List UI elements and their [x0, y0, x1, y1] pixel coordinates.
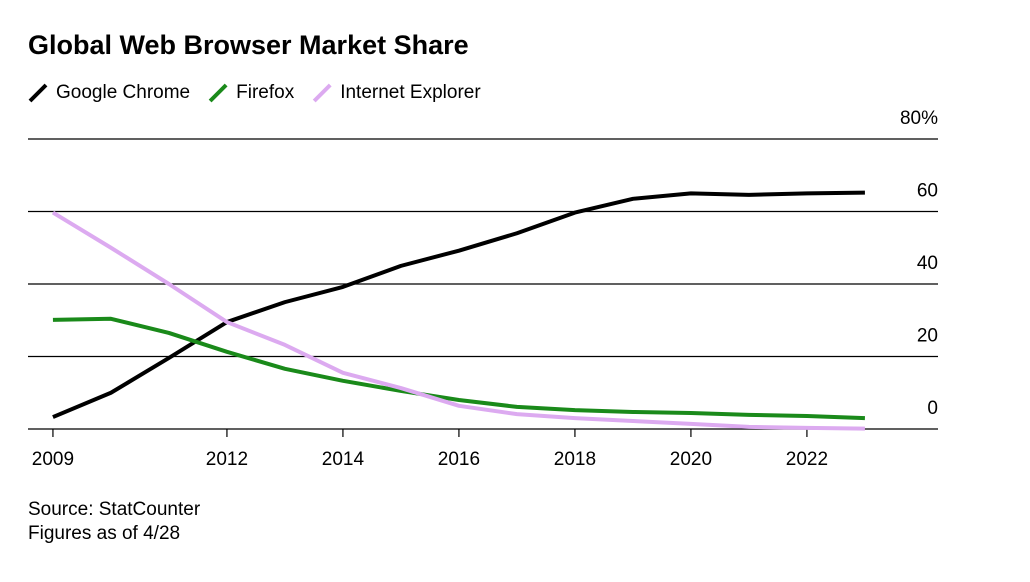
chart-title: Global Web Browser Market Share: [28, 30, 469, 60]
y-tick-label: 0: [927, 398, 938, 419]
legend-label: Firefox: [236, 82, 295, 103]
note: Figures as of 4/28: [28, 523, 180, 544]
series-line: [52, 316, 865, 421]
y-tick-label: 80%: [900, 108, 938, 129]
x-tick-label: 2022: [786, 449, 828, 470]
x-tick-label: 2018: [554, 449, 596, 470]
series-line: [51, 210, 865, 431]
legend-label: Internet Explorer: [340, 82, 481, 103]
legend-label: Google Chrome: [56, 82, 190, 103]
source: Source: StatCounter: [28, 499, 201, 520]
x-tick-label: 2014: [322, 449, 365, 470]
y-tick-label: 40: [917, 253, 938, 274]
y-tick-label: 60: [917, 181, 938, 202]
y-tick-label: 20: [917, 326, 938, 347]
series-line: [52, 190, 865, 419]
legend-marker: [312, 83, 332, 103]
legend-marker: [208, 83, 228, 103]
x-tick-label: 2016: [438, 449, 480, 470]
legend-marker: [28, 83, 48, 103]
x-tick-label: 2012: [206, 449, 248, 470]
x-tick-label: 2009: [32, 449, 74, 470]
x-tick-label: 2020: [670, 449, 712, 470]
